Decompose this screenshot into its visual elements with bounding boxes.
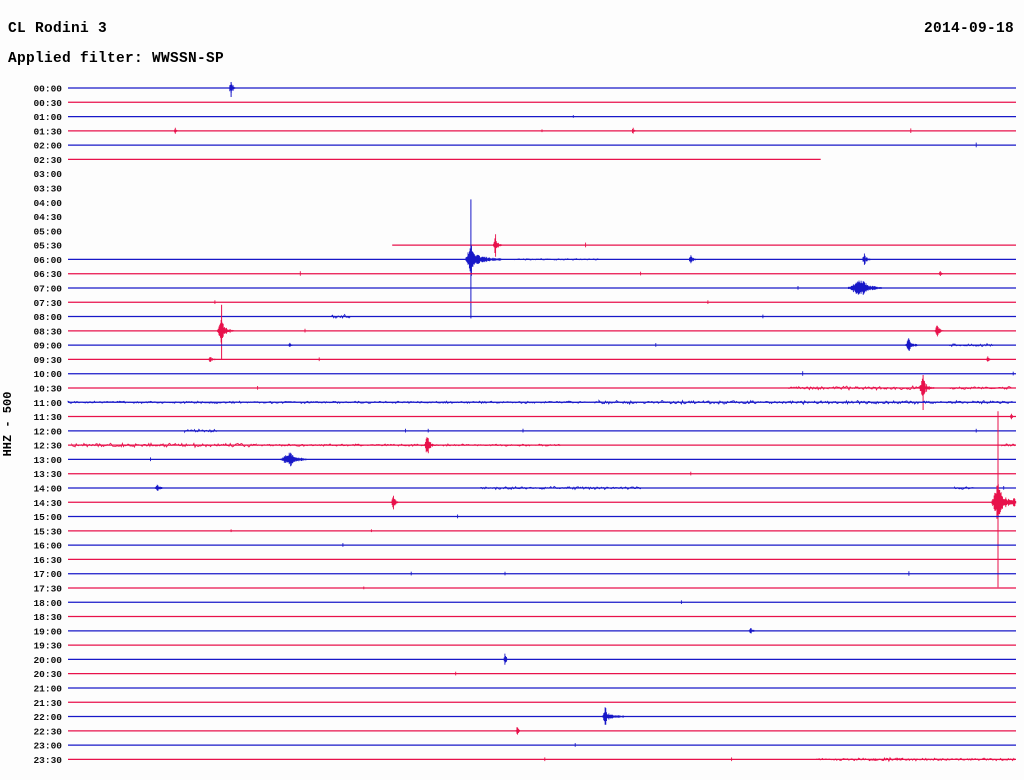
- row-time-label: 20:00: [33, 655, 62, 666]
- trace-noise-band: [257, 443, 561, 447]
- row-time-label: 23:30: [33, 755, 62, 766]
- row-time-label: 19:00: [33, 626, 62, 637]
- seismic-event: [390, 495, 399, 510]
- applied-filter-label: Applied filter: WWSSN-SP: [8, 51, 225, 67]
- row-time-label: 17:00: [33, 569, 62, 580]
- date-label: 2014-09-18: [923, 21, 1014, 37]
- seismic-event: [688, 255, 696, 264]
- trace-noise-band: [184, 428, 217, 434]
- seismic-event: [173, 127, 178, 134]
- row-time-label: 13:30: [33, 469, 62, 480]
- seismic-event: [465, 245, 502, 276]
- seismic-event: [861, 253, 871, 265]
- row-time-label: 16:00: [33, 541, 62, 552]
- row-time-label: 10:00: [33, 369, 62, 380]
- row-time-label: 12:30: [33, 441, 62, 452]
- seismic-event: [919, 378, 935, 396]
- row-time-label: 21:00: [33, 684, 62, 695]
- seismic-event: [748, 628, 755, 634]
- row-time-label: 06:00: [33, 255, 62, 266]
- seismic-event: [1009, 413, 1014, 420]
- row-time-label: 00:00: [33, 84, 62, 95]
- row-time-label: 13:00: [33, 455, 62, 466]
- seismic-event: [228, 83, 236, 93]
- station-title: CL Rodini 3: [8, 21, 108, 37]
- row-time-label: 15:00: [33, 512, 62, 523]
- trace-noise-band: [949, 342, 994, 348]
- row-time-label: 02:30: [33, 155, 62, 166]
- row-time-label: 18:00: [33, 598, 62, 609]
- trace-noise-band: [788, 385, 921, 391]
- seismic-event: [515, 727, 520, 735]
- seismic-event: [848, 280, 882, 295]
- row-time-label: 22:30: [33, 726, 62, 737]
- row-time-label: 03:00: [33, 169, 62, 180]
- row-time-label: 04:00: [33, 198, 62, 209]
- row-time-label: 08:00: [33, 312, 62, 323]
- seismic-event: [493, 234, 502, 257]
- row-time-label: 18:30: [33, 612, 62, 623]
- row-time-label: 11:30: [33, 412, 62, 423]
- row-time-label: 15:30: [33, 526, 62, 537]
- trace-noise-band: [954, 485, 975, 490]
- row-time-label: 01:30: [33, 126, 62, 137]
- seismic-event: [154, 484, 164, 491]
- seismic-event: [287, 342, 293, 347]
- row-time-label: 14:30: [33, 498, 62, 509]
- row-time-label: 11:00: [33, 398, 62, 409]
- trace-noise-band: [868, 756, 904, 763]
- row-time-label: 01:00: [33, 112, 62, 123]
- row-time-label: 03:30: [33, 184, 62, 195]
- row-time-label: 04:30: [33, 212, 62, 223]
- row-time-label: 23:00: [33, 741, 62, 752]
- trace-noise-band: [331, 313, 351, 319]
- row-time-label: 08:30: [33, 326, 62, 337]
- row-time-label: 10:30: [33, 384, 62, 395]
- row-time-label: 22:00: [33, 712, 62, 723]
- trace-noise-band: [598, 399, 1013, 406]
- row-time-label: 00:30: [33, 98, 62, 109]
- seismic-event: [938, 271, 943, 276]
- row-time-label: 17:30: [33, 584, 62, 595]
- row-time-label: 02:00: [33, 141, 62, 152]
- row-time-label: 12:00: [33, 426, 62, 437]
- row-time-label: 19:30: [33, 641, 62, 652]
- seismic-event: [424, 437, 435, 454]
- trace-noise-band: [1001, 443, 1016, 447]
- trace-noise-band: [480, 485, 641, 491]
- row-time-label: 21:30: [33, 698, 62, 709]
- trace-noise-band: [71, 441, 257, 449]
- seismic-event: [602, 707, 624, 725]
- row-time-label: 05:30: [33, 241, 62, 252]
- row-time-label: 07:30: [33, 298, 62, 309]
- seismic-event: [280, 452, 307, 467]
- seismic-event: [985, 356, 991, 362]
- seismic-event: [503, 653, 509, 665]
- row-time-label: 07:00: [33, 284, 62, 295]
- trace-noise-band: [513, 258, 599, 261]
- trace-noise-band: [949, 386, 1012, 390]
- trace-noise-band: [67, 400, 599, 405]
- seismic-event: [207, 357, 216, 362]
- row-time-label: 05:00: [33, 226, 62, 237]
- seismic-event: [631, 127, 636, 134]
- row-time-label: 09:30: [33, 355, 62, 366]
- row-time-label: 16:30: [33, 555, 62, 566]
- seismic-event: [1011, 498, 1017, 507]
- row-time-label: 14:00: [33, 484, 62, 495]
- seismic-event: [934, 325, 944, 337]
- row-time-label: 06:30: [33, 269, 62, 280]
- trace-noise-band: [816, 757, 1016, 762]
- row-time-label: 20:30: [33, 669, 62, 680]
- row-time-label: 09:00: [33, 341, 62, 352]
- seismic-event: [217, 320, 235, 343]
- seismic-event: [905, 338, 918, 351]
